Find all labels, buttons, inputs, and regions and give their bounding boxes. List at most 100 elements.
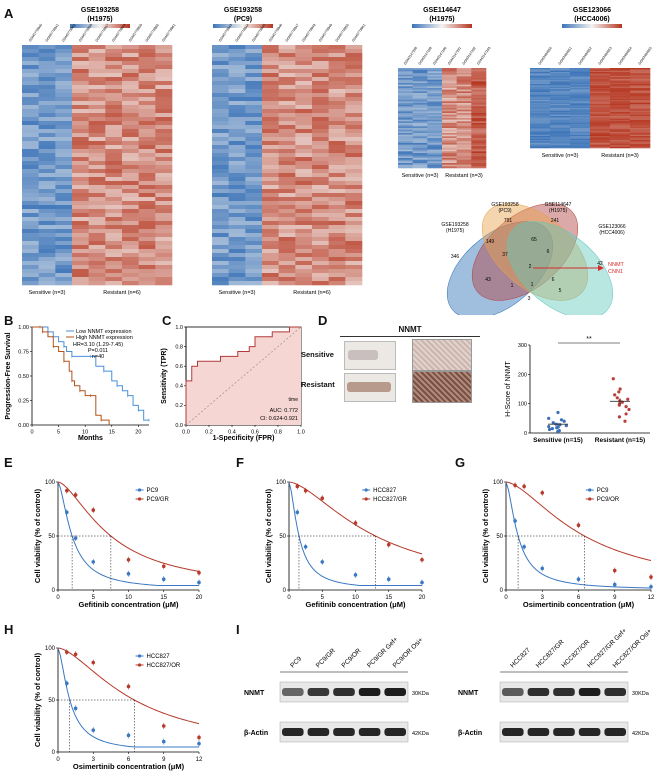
heatmap-cell — [630, 90, 651, 93]
heatmap-cell — [278, 201, 296, 206]
heatmap-cell — [105, 113, 123, 118]
heatmap-cell — [456, 161, 472, 164]
heatmap-cell — [38, 205, 56, 210]
heatmap-subtitle: (H1975) — [87, 16, 112, 23]
data-point — [576, 523, 581, 527]
heatmap-cell — [456, 78, 472, 80]
heatmap-cell — [312, 125, 329, 130]
heatmap-cell — [278, 117, 296, 122]
heatmap-cell — [630, 85, 651, 87]
heatmap-cell — [398, 153, 413, 155]
sample-label: GSM3494654 — [618, 46, 633, 66]
heatmap-cell — [72, 265, 89, 270]
heatmap-cell — [427, 141, 443, 144]
heatmap-cell — [245, 61, 263, 66]
heatmap-cell — [295, 161, 313, 166]
heatmap-cell — [278, 185, 296, 190]
heatmap-cell — [278, 257, 296, 262]
heatmap-cell — [471, 146, 487, 149]
heatmap-cell — [138, 85, 156, 90]
heatmap-cell — [262, 241, 279, 246]
heatmap-cell — [138, 129, 156, 134]
heatmap-cell — [312, 49, 329, 54]
heatmap-cell — [88, 129, 106, 134]
heatmap-cell — [22, 193, 39, 198]
heatmap-cell — [262, 181, 279, 186]
heatmap-cell — [550, 134, 571, 137]
data-point — [161, 739, 166, 744]
heatmap-cell — [398, 111, 413, 114]
heatmap-cell — [530, 125, 551, 127]
heatmap-cell — [245, 137, 263, 142]
heatmap-cell — [22, 213, 39, 218]
heatmap-cell — [55, 257, 73, 262]
heatmap-cell — [122, 129, 139, 134]
heatmap-cell — [630, 106, 651, 109]
y-tick-label: 0 — [52, 750, 56, 756]
heatmap-cell — [570, 78, 591, 81]
heatmap-cell — [212, 129, 229, 134]
dot — [556, 410, 560, 415]
heatmap-cell — [155, 153, 173, 158]
heatmap-cell — [427, 156, 443, 159]
heatmap-cell — [590, 108, 611, 110]
heatmap-cell — [550, 124, 571, 126]
heatmap-cell — [412, 158, 428, 160]
heatmap-cell — [630, 134, 651, 137]
heatmap-cell — [228, 121, 246, 126]
heatmap-cell — [328, 129, 346, 134]
heatmap-cell — [228, 213, 246, 218]
heatmap-cell — [155, 53, 173, 58]
heatmap-cell — [427, 76, 443, 79]
heatmap-cell — [228, 113, 246, 118]
heatmap-cell — [278, 209, 296, 214]
heatmap-cell — [456, 86, 472, 89]
heatmap-cell — [88, 269, 106, 274]
x-tick-label: 12 — [648, 595, 655, 601]
heatmap-cell — [88, 169, 106, 174]
heatmap-cell — [262, 145, 279, 150]
legend-label: PC9 — [147, 488, 159, 494]
heatmap-cell — [412, 119, 428, 122]
heatmap-cell — [88, 113, 106, 118]
heatmap-cell — [245, 53, 263, 58]
heatmap-cell — [295, 137, 313, 142]
heatmap-cell — [398, 96, 413, 99]
heatmap-cell — [328, 81, 346, 86]
sample-label: GSM5778947 — [285, 23, 300, 43]
data-point — [295, 484, 300, 489]
heatmap-cell — [72, 137, 89, 142]
heatmap-cell — [442, 123, 457, 125]
heatmap-cell — [55, 161, 73, 166]
heatmap-cell — [105, 245, 123, 250]
heatmap-cell — [345, 137, 363, 142]
heatmap-cell — [105, 57, 123, 62]
heatmap-cell — [328, 117, 346, 122]
heatmap-cell — [105, 217, 123, 222]
heatmap-cell — [88, 161, 106, 166]
heatmap-cell — [530, 90, 551, 93]
roc-legend-title: time — [289, 397, 299, 403]
heatmap-cell — [471, 109, 487, 112]
heatmap-cell — [427, 139, 443, 142]
heatmap-cell — [155, 257, 173, 262]
heatmap-cell — [590, 104, 611, 106]
blot-band — [578, 728, 601, 736]
heatmap-cell — [590, 96, 611, 98]
heatmap-cell — [471, 133, 487, 135]
heatmap-cell — [590, 105, 611, 107]
heatmap-cell — [138, 221, 156, 226]
blot-band — [527, 728, 550, 736]
heatmap-cell — [278, 149, 296, 154]
heatmap-cell — [345, 257, 363, 262]
heatmap-cell — [55, 217, 73, 222]
heatmap-cell — [456, 96, 472, 99]
data-point — [540, 491, 545, 495]
heatmap-cell — [88, 205, 106, 210]
heatmap-cell — [105, 221, 123, 226]
heatmap-cell — [212, 249, 229, 254]
heatmap-cell — [295, 153, 313, 158]
heatmap-cell — [88, 105, 106, 110]
heatmap-cell — [22, 145, 39, 150]
